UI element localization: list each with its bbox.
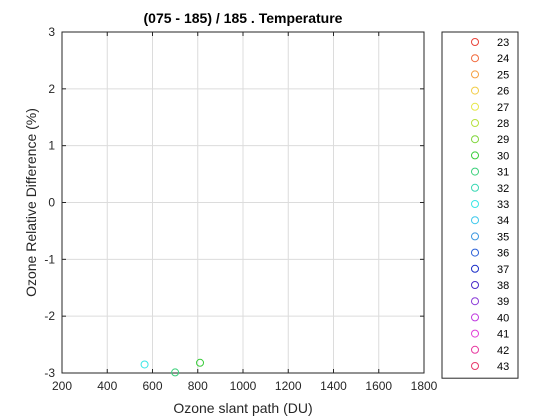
legend-marker — [471, 345, 479, 354]
legend-entry-label: 38 — [497, 280, 509, 292]
legend-marker — [471, 70, 479, 79]
legend-marker — [471, 281, 479, 289]
y-tick-label: -1 — [44, 252, 55, 266]
legend-marker — [471, 248, 479, 257]
data-point — [171, 368, 180, 377]
x-tick-label: 600 — [142, 379, 162, 393]
legend-marker — [471, 362, 479, 370]
legend-entry-label: 27 — [497, 102, 509, 114]
legend: 23 24 25 26 27 28 29 30 31 32 33 34 35 36 37 38 39 40 41 42… — [441, 31, 519, 379]
x-axis-label: Ozone slant path (DU) — [173, 400, 312, 416]
legend-marker — [471, 102, 479, 111]
chart-title: (075 - 185) / 185 . Temperature — [144, 10, 343, 26]
legend-marker — [471, 329, 479, 338]
legend-marker — [471, 86, 479, 95]
x-tick-label: 1600 — [365, 379, 392, 393]
y-axis: -3 -2 -1 0 1 2 3 — [44, 25, 424, 380]
data-points — [140, 358, 205, 377]
x-tick-label: 1000 — [230, 379, 257, 393]
legend-entry-label: 26 — [497, 86, 509, 98]
legend-marker — [471, 232, 479, 241]
legend-entry-label: 37 — [497, 264, 509, 276]
legend-marker — [471, 38, 479, 46]
legend-entry-label: 41 — [497, 329, 509, 341]
legend-entry-label: 28 — [497, 118, 509, 130]
legend-entry-label: 30 — [497, 150, 509, 162]
legend-entry-label: 35 — [497, 231, 509, 243]
legend-entry-label: 33 — [497, 199, 509, 211]
y-tick-label: 0 — [48, 196, 55, 210]
x-tick-label: 800 — [188, 379, 208, 393]
legend-marker — [471, 264, 479, 273]
legend-entry-label: 42 — [497, 345, 509, 357]
legend-box — [441, 31, 519, 379]
x-axis: 200 400 600 800 1000 1200 1400 1600 1800 — [52, 32, 438, 393]
x-tick-label: 1200 — [275, 379, 302, 393]
legend-entry-label: 34 — [497, 215, 509, 227]
x-tick-label: 1800 — [411, 379, 438, 393]
legend-marker — [471, 183, 479, 192]
legend-entry-label: 36 — [497, 248, 509, 260]
x-tick-label: 1400 — [320, 379, 347, 393]
grid-lines — [61, 31, 425, 374]
x-tick-label: 200 — [52, 379, 72, 393]
y-axis-label: Ozone Relative Difference (%) — [23, 108, 39, 297]
y-tick-label: 3 — [48, 25, 55, 39]
legend-entry-label: 31 — [497, 167, 509, 179]
legend-marker — [471, 297, 479, 306]
legend-entry-label: 32 — [497, 183, 509, 195]
legend-marker — [471, 151, 479, 160]
legend-entry-label: 39 — [497, 296, 509, 308]
legend-marker — [471, 200, 479, 208]
y-tick-label: -2 — [44, 309, 55, 323]
legend-marker — [471, 135, 479, 144]
legend-entry-label: 25 — [497, 69, 509, 81]
legend-entry-label: 29 — [497, 134, 509, 146]
legend-entry-label: 43 — [497, 361, 509, 373]
y-tick-label: 2 — [48, 82, 55, 96]
legend-entry-label: 24 — [497, 53, 509, 65]
legend-marker — [471, 167, 479, 176]
data-point — [140, 360, 149, 369]
data-point — [196, 358, 205, 367]
y-tick-label: 1 — [48, 139, 55, 153]
legend-marker — [471, 119, 479, 127]
legend-marker — [471, 54, 479, 63]
legend-marker — [471, 313, 479, 322]
legend-entry-label: 23 — [497, 37, 509, 49]
y-tick-label: -3 — [44, 366, 55, 380]
legend-marker — [471, 216, 479, 225]
legend-entry-label: 40 — [497, 312, 509, 324]
x-tick-label: 400 — [97, 379, 117, 393]
